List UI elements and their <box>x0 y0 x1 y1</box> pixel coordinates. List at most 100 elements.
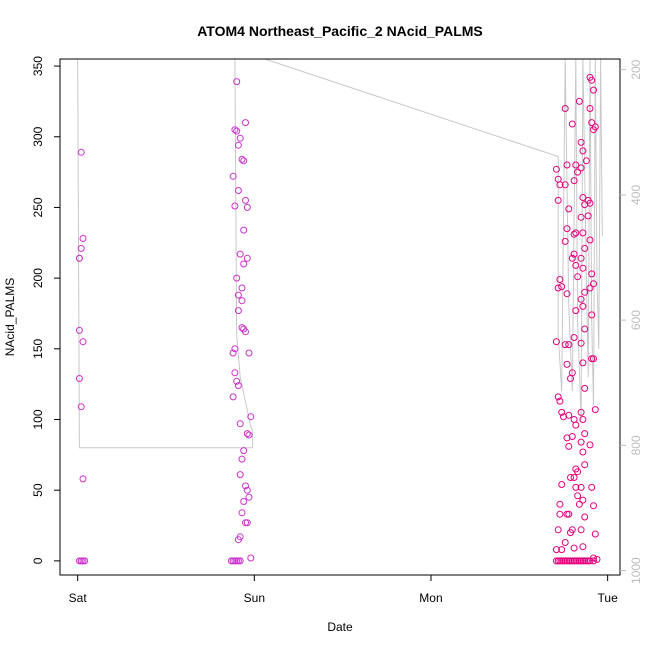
data-point <box>245 493 253 501</box>
data-point <box>236 134 244 142</box>
data-point <box>247 554 255 562</box>
data-point <box>593 555 601 563</box>
data-point <box>588 76 596 84</box>
x-axis: Sat Sun Mon Tue <box>69 574 619 605</box>
data-point <box>561 341 569 349</box>
data-point <box>565 205 573 213</box>
data-point <box>570 416 578 423</box>
data-point <box>234 536 242 544</box>
data-point <box>77 403 85 411</box>
x-tick-label: Tue <box>598 591 619 605</box>
data-point <box>558 283 566 291</box>
data-point <box>229 172 237 180</box>
y-tick-label: 300 <box>31 126 45 146</box>
data-point <box>243 486 251 494</box>
data-point <box>572 229 580 237</box>
data-point <box>233 274 241 282</box>
data-point <box>565 411 573 419</box>
data-point <box>588 119 596 127</box>
data-point <box>581 461 589 469</box>
data-point <box>79 235 87 242</box>
x-axis-label: Date <box>327 620 353 634</box>
data-point <box>238 324 246 332</box>
data-point <box>588 270 596 278</box>
data-point <box>579 147 587 155</box>
data-point <box>591 406 599 414</box>
data-point <box>574 468 582 476</box>
y-axis-label: NAcid_PALMS <box>3 278 17 356</box>
data-point <box>552 165 560 173</box>
data-point <box>231 369 239 377</box>
data-point <box>590 554 597 562</box>
data-point <box>577 526 585 534</box>
data-point <box>238 509 246 517</box>
x-tick-label: Sun <box>244 591 265 605</box>
data-point <box>552 546 560 554</box>
data-point <box>234 307 242 315</box>
data-point <box>234 187 242 194</box>
data-point <box>229 349 237 357</box>
data-point <box>245 349 253 357</box>
data-point <box>572 261 580 269</box>
data-point <box>570 250 578 258</box>
data-point <box>234 382 242 390</box>
data-point <box>79 475 87 483</box>
data-point <box>591 530 599 538</box>
data-point <box>242 119 249 127</box>
data-point <box>565 442 573 450</box>
data-point <box>581 288 589 296</box>
data-point <box>577 483 585 491</box>
y-tick-label: 350 <box>31 56 45 76</box>
data-point <box>558 546 566 554</box>
data-point <box>556 276 564 283</box>
data-point <box>590 86 597 94</box>
data-point <box>574 168 582 176</box>
data-point <box>77 557 85 565</box>
data-point <box>586 441 594 449</box>
data-point <box>574 492 582 500</box>
data-point <box>561 539 569 546</box>
chart-title: ATOM4 Northeast_Pacific_2 NAcid_PALMS <box>197 23 483 39</box>
data-point <box>575 500 583 508</box>
data-point <box>558 408 566 416</box>
data-point <box>554 196 562 204</box>
data-point <box>588 355 596 363</box>
data-point <box>240 157 248 165</box>
data-point <box>572 307 580 315</box>
data-point <box>247 413 255 421</box>
data-point <box>236 557 244 565</box>
y-axis: 0 50 100 150 200 250 300 350 <box>31 56 60 564</box>
data-point <box>568 526 576 534</box>
data-point <box>556 397 564 405</box>
y2-tick-label: 1000 <box>629 557 643 584</box>
y-tick-label: 0 <box>31 557 45 564</box>
data-point <box>572 421 580 429</box>
data-point <box>581 513 589 521</box>
data-point <box>577 254 585 262</box>
x-tick-label: Sat <box>69 591 88 605</box>
data-point <box>234 291 242 299</box>
data-point <box>243 430 251 438</box>
data-point <box>79 338 87 346</box>
data-point <box>561 181 569 189</box>
data-point <box>229 393 237 401</box>
data-point <box>570 230 578 238</box>
data-point <box>590 557 597 565</box>
y-tick-label: 150 <box>31 338 45 358</box>
data-point <box>579 416 587 423</box>
data-point <box>588 483 596 491</box>
data-point <box>563 360 571 368</box>
data-point <box>233 127 241 135</box>
plot-frame <box>59 58 621 576</box>
data-point <box>238 297 246 305</box>
data-point <box>238 155 246 163</box>
y-tick-label: 100 <box>31 409 45 429</box>
data-point <box>579 359 587 367</box>
data-point <box>579 448 587 456</box>
data-point <box>242 482 249 490</box>
data-point <box>556 181 564 189</box>
data-point <box>570 474 578 481</box>
data-point <box>75 375 83 382</box>
data-point <box>234 141 242 149</box>
data-point <box>570 544 578 552</box>
